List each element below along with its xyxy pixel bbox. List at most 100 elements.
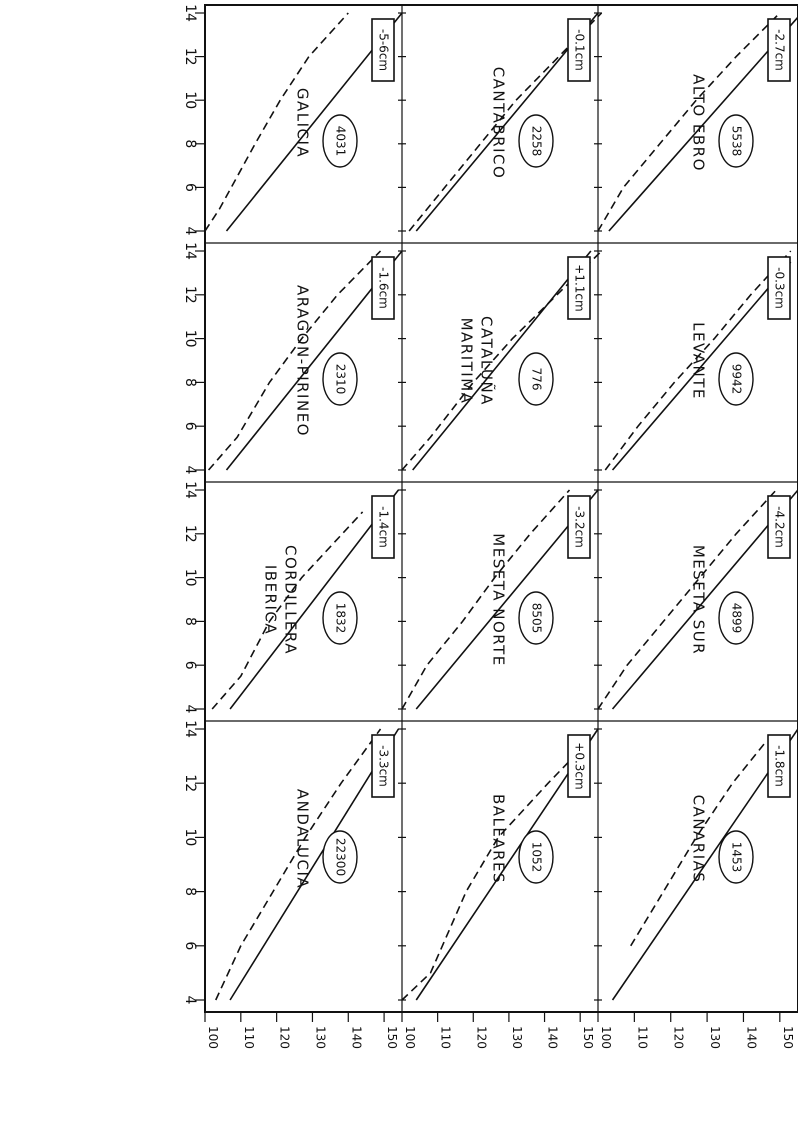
series-dashed-line	[597, 12, 781, 232]
sample-size-label: 9942	[730, 364, 744, 395]
sample-size-label: 1052	[530, 842, 544, 873]
value-tick-label: 140	[546, 1026, 560, 1049]
x-tick-label: 6	[182, 422, 198, 431]
x-tick-label: 8	[182, 617, 198, 626]
value-tick-label: 130	[313, 1026, 327, 1049]
difference-label: -5-6cm	[377, 29, 391, 71]
difference-box	[767, 256, 791, 320]
sample-size-circle	[322, 352, 358, 406]
series-dashed-line	[604, 250, 792, 471]
difference-label: -1.8cm	[773, 745, 787, 787]
difference-box	[371, 18, 395, 82]
x-tick-label: 14	[182, 242, 198, 260]
difference-box	[567, 256, 591, 320]
difference-box	[567, 18, 591, 82]
x-tick-label: 12	[182, 525, 198, 543]
x-tick-label: 8	[182, 139, 198, 148]
value-tick-label: 100	[599, 1026, 613, 1049]
series-dashed-line	[215, 728, 382, 1001]
panel: +0.3cm 1052 BALEARES	[401, 728, 599, 1001]
difference-label: -3.2cm	[573, 506, 587, 548]
difference-box	[767, 734, 791, 798]
panel: -2.7cm 5538 ALTO EBRO	[597, 12, 798, 232]
sample-size-circle	[518, 591, 554, 645]
sample-size-circle	[518, 352, 554, 406]
difference-box	[767, 495, 791, 559]
x-tick-label: 12	[182, 774, 198, 792]
x-tick-label: 8	[182, 887, 198, 896]
difference-label: -0.3cm	[773, 267, 787, 309]
difference-label: -2.7cm	[773, 29, 787, 71]
x-tick-label: 6	[182, 661, 198, 670]
value-tick-label: 150	[385, 1026, 399, 1049]
value-tick-label: 120	[278, 1026, 292, 1049]
sample-size-circle	[518, 114, 554, 168]
x-tick-label: 12	[182, 286, 198, 304]
series-dashed-line	[211, 511, 364, 710]
region-name: ALTO EBRO	[690, 74, 708, 172]
region-name-line2: MARITIMA	[458, 318, 476, 405]
difference-box	[371, 256, 395, 320]
difference-label: -0.1cm	[573, 29, 587, 71]
value-tick-label: 130	[510, 1026, 524, 1049]
x-tick-label: 6	[182, 183, 198, 192]
panel: -1.8cm 1453 CANARIAS	[611, 728, 798, 1001]
x-tick-label: 14	[182, 720, 198, 738]
value-tick-label: 150	[781, 1026, 795, 1049]
difference-label: -1.4cm	[377, 506, 391, 548]
sample-size-circle	[718, 114, 754, 168]
region-name: CANARIAS	[690, 795, 708, 884]
x-tick-label: 8	[182, 378, 198, 387]
x-tick-label: 14	[182, 4, 198, 22]
region-name: GALICIA	[294, 88, 312, 158]
x-tick-label: 4	[182, 466, 198, 475]
difference-box	[371, 734, 395, 798]
panel: -0.1cm 2258 CANTABRICO	[408, 12, 603, 232]
difference-label: +0.3cm	[573, 742, 587, 789]
chart-frame	[204, 4, 798, 1013]
value-tick-label: 100	[206, 1026, 220, 1049]
x-tick-label: 4	[182, 227, 198, 236]
region-name: ANDALUCIA	[294, 789, 312, 889]
series-dashed-line	[401, 489, 571, 710]
x-tick-label: 12	[182, 48, 198, 66]
x-tick-label: 10	[182, 330, 198, 348]
series-dashed-line	[408, 12, 603, 232]
sample-size-label: 776	[530, 368, 544, 391]
sample-size-label: 4899	[730, 603, 744, 634]
series-solid-line	[611, 489, 798, 710]
sample-size-circle	[718, 830, 754, 884]
x-tick-label: 4	[182, 705, 198, 714]
panel: -0.3cm 9942 LEVANTE	[604, 250, 792, 471]
sample-size-label: 1453	[730, 842, 744, 873]
series-solid-line	[611, 728, 798, 1001]
value-tick-label: 140	[744, 1026, 758, 1049]
difference-box	[567, 495, 591, 559]
region-name: BALEARES	[490, 794, 508, 884]
region-name: CORDILLERA	[282, 545, 300, 655]
sample-size-label: 2310	[334, 364, 348, 395]
difference-box	[567, 734, 591, 798]
sample-size-circle	[518, 830, 554, 884]
sample-size-label: 2258	[530, 126, 544, 157]
series-solid-line	[412, 250, 592, 471]
x-tick-label: 6	[182, 941, 198, 950]
panel: -4.2cm 4899 MESETA SUR	[597, 489, 798, 710]
series-solid-line	[229, 489, 400, 710]
series-dashed-line	[207, 250, 382, 471]
series-dashed-line	[204, 12, 349, 232]
panel: -3.3cm 22300 ANDALUCIA	[215, 728, 400, 1001]
value-tick-label: 120	[474, 1026, 488, 1049]
series-solid-line	[611, 261, 792, 471]
sample-size-circle	[322, 591, 358, 645]
sample-size-circle	[718, 352, 754, 406]
difference-label: -1.6cm	[377, 267, 391, 309]
series-dashed-line	[401, 741, 588, 1001]
region-name-line2: IBERICA	[262, 565, 280, 635]
value-tick-label: 150	[581, 1026, 595, 1049]
region-name: LEVANTE	[690, 322, 708, 400]
difference-box	[371, 495, 395, 559]
region-name: CATALUÑA	[478, 316, 497, 406]
